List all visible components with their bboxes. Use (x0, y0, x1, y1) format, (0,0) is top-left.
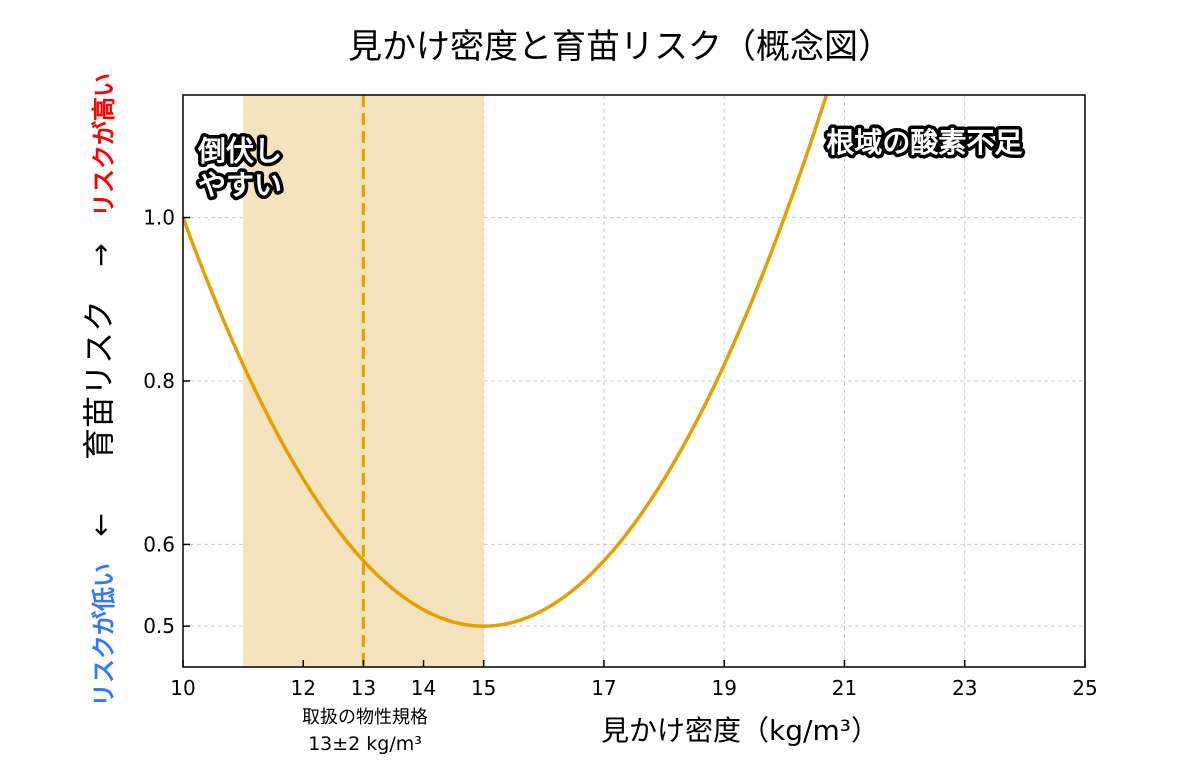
x-tick-label: 19 (711, 676, 736, 700)
axes: 10 12 13 14 15 17 19 21 23 25 0.5 0.6 0.8 1.0 (143, 94, 1098, 700)
y-label-high: リスクが高い (90, 73, 118, 217)
x-tick-label: 21 (832, 676, 857, 700)
x-tick-label: 12 (291, 676, 316, 700)
y-tick-label: 0.8 (143, 369, 175, 393)
chart-title: 見かけ密度と育苗リスク（概念図） (348, 27, 892, 67)
y-axis-label: 育苗リスク (80, 300, 118, 460)
spec-label-line2: 13±2 kg/m³ (308, 733, 422, 755)
series (183, 95, 829, 667)
x-tick-label: 13 (351, 676, 376, 700)
spec-label-line1: 取扱の物性規格 (302, 707, 428, 728)
x-tick-label: 10 (170, 676, 195, 700)
x-tick-label: 15 (471, 676, 496, 700)
x-tick-label: 25 (1072, 676, 1097, 700)
y-axis-label-right-arrow: → (84, 243, 117, 266)
x-tick-label: 17 (591, 676, 616, 700)
series-line-risk (183, 95, 829, 628)
x-tick-label: 14 (411, 676, 436, 700)
annotation-lodging: やすい (198, 168, 282, 201)
y-tick-label: 0.6 (143, 532, 175, 556)
annotation-oxygen-deficit: 根域の酸素不足 (826, 126, 1022, 159)
annotation-lodging: 倒伏し (197, 134, 282, 167)
y-axis-label-left-arrow: ← (84, 513, 117, 536)
y-tick-label: 0.5 (143, 614, 175, 638)
y-label-low: リスクが低い (90, 563, 118, 707)
x-tick-label: 23 (952, 676, 977, 700)
y-tick-label: 1.0 (143, 206, 175, 230)
x-axis-label: 見かけ密度（kg/m³） (601, 714, 879, 747)
